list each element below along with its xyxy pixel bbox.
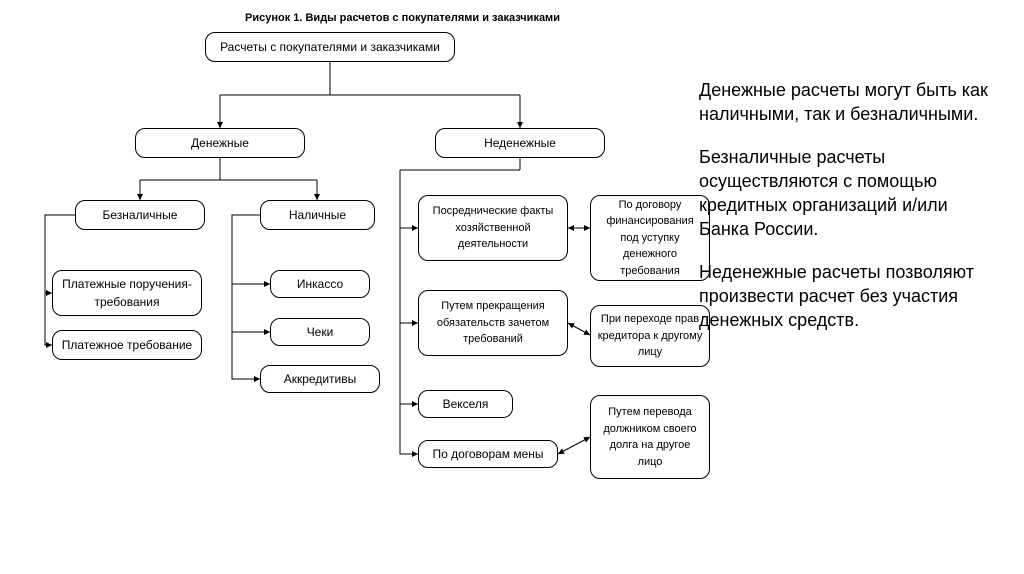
side-text-p3: Неденежные расчеты позволяют произвести … bbox=[699, 260, 989, 333]
side-text-p2: Безналичные расчеты осуществляются с пом… bbox=[699, 145, 989, 242]
node-cash: Наличные bbox=[260, 200, 375, 230]
node-inkasso: Инкассо bbox=[270, 270, 370, 298]
node-money: Денежные bbox=[135, 128, 305, 158]
node-pay-order: Платежные поручения-требования bbox=[52, 270, 202, 316]
node-root: Расчеты с покупателями и заказчиками bbox=[205, 32, 455, 62]
node-kreditor: При переходе прав кредитора к другому ли… bbox=[590, 305, 710, 367]
node-akkred: Аккредитивы bbox=[260, 365, 380, 393]
node-posred: Посреднические факты хозяйственной деяте… bbox=[418, 195, 568, 261]
node-dolzhnik: Путем перевода должником своего долга на… bbox=[590, 395, 710, 479]
side-text-panel: Денежные расчеты могут быть как наличным… bbox=[699, 78, 989, 351]
side-text-p1: Денежные расчеты могут быть как наличным… bbox=[699, 78, 989, 127]
diagram-title: Рисунок 1. Виды расчетов с покупателями … bbox=[245, 12, 560, 24]
node-pay-req: Платежное требование bbox=[52, 330, 202, 360]
node-veksel: Векселя bbox=[418, 390, 513, 418]
node-cheki: Чеки bbox=[270, 318, 370, 346]
node-mena: По договорам мены bbox=[418, 440, 558, 468]
node-nonmoney: Неденежные bbox=[435, 128, 605, 158]
node-cashless: Безналичные bbox=[75, 200, 205, 230]
node-finansir: По договору финансирования под уступку д… bbox=[590, 195, 710, 281]
node-zachet: Путем прекращения обязательств зачетом т… bbox=[418, 290, 568, 356]
